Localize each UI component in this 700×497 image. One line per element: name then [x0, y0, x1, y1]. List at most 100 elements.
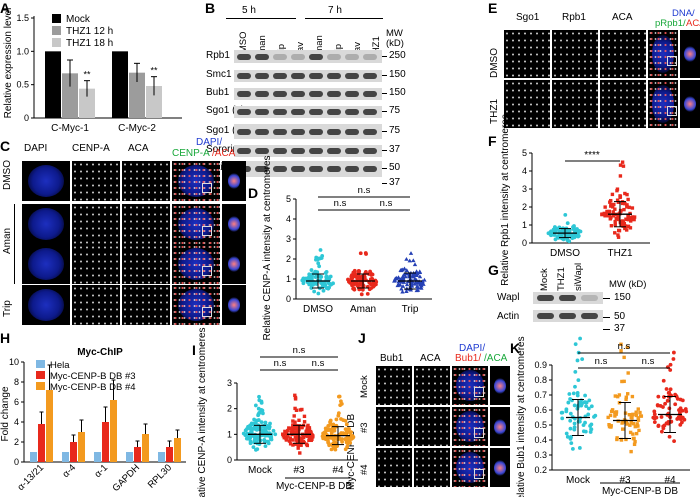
k-data-point — [631, 421, 636, 426]
d-data-point — [401, 272, 407, 277]
k-data-point — [680, 420, 684, 425]
g-band — [559, 313, 576, 319]
d-data-point — [392, 278, 397, 283]
k-data-point — [667, 390, 672, 395]
c-micrograph-tile — [72, 204, 120, 244]
k-x-tick-label: #3 — [619, 475, 631, 486]
c-micrograph-tile — [172, 161, 220, 201]
a-legend-label: Mock — [66, 14, 91, 25]
b-band — [291, 128, 305, 135]
i-data-point — [310, 433, 314, 437]
zoom-signal — [684, 46, 696, 62]
d-data-point — [411, 258, 416, 263]
d-y-tick-label: 4 — [286, 214, 291, 224]
f-data-point — [615, 198, 620, 202]
b-row-label: Sgo1 (L) — [206, 105, 245, 116]
d-data-point — [364, 252, 368, 256]
h-y-tick-label: 8 — [14, 377, 19, 387]
k-group-label: Myc-CENP-B DB — [602, 486, 678, 497]
d-data-point — [399, 279, 405, 284]
f-data-point — [621, 224, 625, 228]
k-data-point — [668, 362, 673, 367]
j-merge-bub1: Bub1/ — [455, 353, 482, 364]
k-data-point — [623, 411, 628, 415]
k-data-point — [664, 387, 669, 391]
k-data-point — [637, 428, 641, 433]
i-data-point — [256, 412, 261, 417]
k-data-point — [668, 368, 673, 372]
e-micrograph-tile — [504, 80, 550, 128]
b-band — [309, 166, 323, 172]
i-data-point — [296, 444, 300, 448]
b-band — [273, 109, 287, 115]
spot-pattern — [172, 244, 220, 284]
spot-pattern — [376, 366, 412, 405]
i-data-point — [266, 441, 271, 446]
spot-pattern — [122, 161, 170, 201]
f-y-axis-label: Relative Rpb1 intensity at centromeres — [500, 114, 511, 286]
i-data-point — [326, 424, 331, 428]
k-data-point — [614, 412, 618, 416]
b-band — [255, 148, 269, 154]
a-x-tick-label: C-Myc-1 — [51, 123, 89, 134]
d-data-point — [421, 282, 426, 286]
b-mw-value: 50 — [389, 162, 401, 173]
i-data-point — [324, 436, 329, 441]
i-data-point — [293, 435, 298, 439]
k-data-point — [638, 410, 642, 415]
c-merge-dapi: DAPI/ — [196, 137, 223, 148]
d-data-point — [352, 287, 357, 292]
k-data-point — [589, 427, 593, 432]
i-data-point — [292, 414, 296, 418]
f-y-tick-label: 3 — [522, 184, 527, 194]
f-x-tick-label: DMSO — [550, 248, 580, 259]
b-band — [237, 109, 251, 115]
f-data-point — [548, 230, 553, 234]
k-y-tick-label: 0.3 — [534, 450, 547, 460]
i-data-point — [300, 407, 304, 412]
i-data-point — [302, 414, 307, 419]
k-data-point — [674, 394, 679, 399]
e-zoom-tile — [680, 80, 700, 128]
d-data-point — [417, 269, 422, 274]
d-data-point — [401, 275, 406, 280]
f-data-point — [624, 217, 628, 221]
d-data-point — [314, 273, 319, 278]
f-data-point — [605, 209, 609, 214]
b-mw-value: 250 — [389, 50, 406, 61]
f-data-point — [616, 233, 620, 237]
i-y-tick-label: 0 — [227, 455, 232, 465]
k-y-tick-label: 0.8 — [534, 375, 547, 385]
i-data-point — [284, 431, 288, 435]
d-data-point — [367, 280, 372, 285]
k-data-point — [572, 403, 577, 408]
spot-pattern — [414, 407, 450, 446]
d-data-point — [419, 286, 424, 290]
g-blot-strip — [533, 292, 603, 304]
f-data-point — [626, 197, 630, 202]
b-band — [291, 166, 305, 172]
k-data-point — [680, 408, 685, 413]
k-data-point — [662, 395, 666, 399]
e-merge-prpb1: pRpb1/ — [655, 18, 686, 29]
i-data-point — [302, 420, 307, 424]
d-data-point — [356, 273, 361, 278]
k-data-point — [626, 371, 630, 375]
d-data-point — [419, 283, 424, 288]
f-data-point — [618, 174, 623, 178]
d-data-point — [356, 268, 361, 273]
d-data-point — [415, 288, 421, 292]
k-data-point — [668, 387, 673, 392]
f-data-point — [616, 214, 620, 219]
i-data-point — [307, 438, 311, 442]
d-data-point — [359, 292, 364, 297]
d-data-point — [369, 277, 374, 281]
h-legend-label: Hela — [50, 360, 70, 371]
d-y-tick-label: 1 — [286, 274, 291, 284]
k-data-point — [672, 439, 676, 444]
i-data-point — [294, 438, 298, 442]
zoom-box — [666, 106, 677, 117]
f-data-point — [613, 231, 617, 235]
d-data-point — [422, 277, 427, 282]
d-data-point — [326, 286, 331, 291]
